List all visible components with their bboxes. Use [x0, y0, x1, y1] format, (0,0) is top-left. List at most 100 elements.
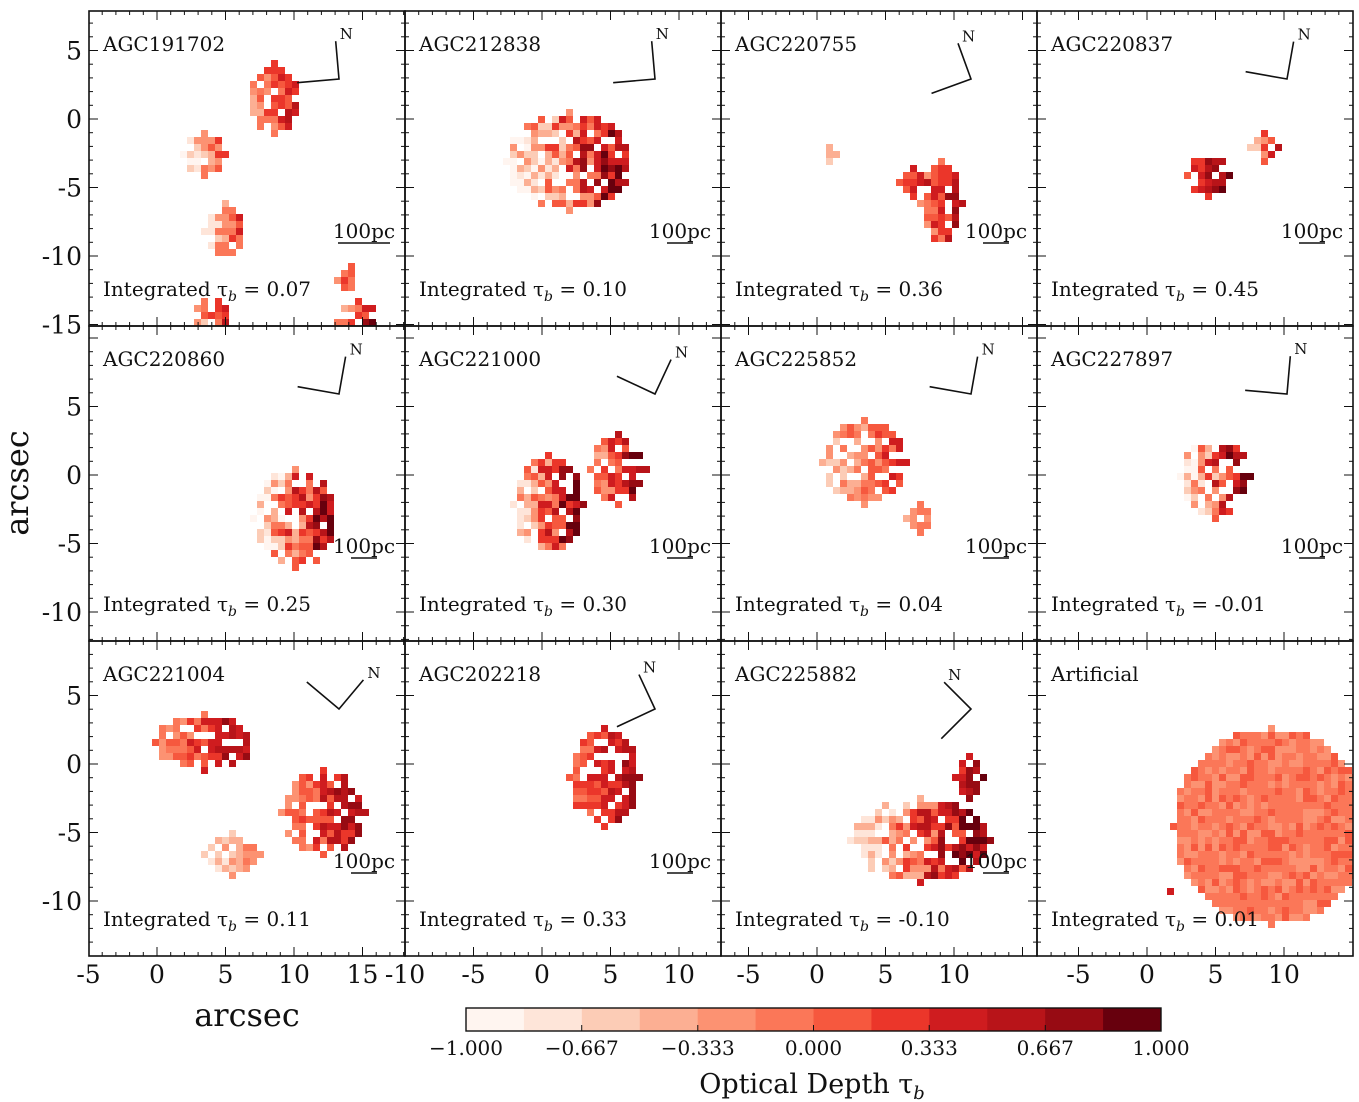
pixel: [566, 144, 573, 151]
pixel: [285, 536, 292, 543]
pixel: [875, 816, 882, 823]
pixel: [327, 494, 334, 501]
pixel: [559, 151, 566, 158]
pixel: [1212, 480, 1219, 487]
pixel: [1233, 753, 1240, 760]
pixel: [629, 788, 636, 795]
pixel: [1261, 865, 1268, 872]
pixel: [299, 823, 306, 830]
pixel: [1198, 823, 1205, 830]
pixel: [1303, 732, 1310, 739]
pixel: [1184, 872, 1191, 879]
pixel: [510, 501, 517, 508]
pixel: [1254, 760, 1261, 767]
pixel: [601, 725, 608, 732]
pixel: [580, 739, 587, 746]
pixel: [1233, 837, 1240, 844]
pixel: [552, 459, 559, 466]
pixel: [173, 732, 180, 739]
pixel: [917, 172, 924, 179]
pixel: [945, 823, 952, 830]
compass-icon: N: [297, 25, 353, 84]
pixel: [1261, 844, 1268, 851]
pixel: [292, 109, 299, 116]
pixel: [889, 816, 896, 823]
svg-text:N: N: [1298, 26, 1311, 44]
pixel: [1310, 781, 1317, 788]
pixel: [559, 158, 566, 165]
pixel: [1212, 753, 1219, 760]
pixel: [966, 865, 973, 872]
panel-ticks: [721, 641, 1037, 956]
pixel: [306, 795, 313, 802]
pixel: [910, 522, 917, 529]
pixel: [306, 529, 313, 536]
pixel: [1310, 802, 1317, 809]
pixel: [271, 543, 278, 550]
pixel: [966, 844, 973, 851]
pixel: [1184, 830, 1191, 837]
pixel: [215, 312, 222, 319]
pixel: [320, 823, 327, 830]
pixel: [917, 851, 924, 858]
pixel: [531, 508, 538, 515]
pixel: [1219, 508, 1226, 515]
pixel: [615, 480, 622, 487]
pixel: [1303, 739, 1310, 746]
pixel: [917, 872, 924, 879]
pixel: [1184, 837, 1191, 844]
pixel: [917, 809, 924, 816]
pixel: [292, 543, 299, 550]
pixel: [341, 781, 348, 788]
colorbar-tick-label: 0.000: [785, 1036, 842, 1060]
pixel: [1247, 914, 1254, 921]
colorbar-tick-label: −1.000: [429, 1036, 503, 1060]
pixel: [959, 767, 966, 774]
pixel: [959, 858, 966, 865]
pixel: [861, 844, 868, 851]
pixel: [847, 837, 854, 844]
pixel: [208, 718, 215, 725]
pixel: [355, 312, 362, 319]
pixel: [854, 452, 861, 459]
pixel: [889, 487, 896, 494]
svg-text:N: N: [656, 25, 669, 43]
scale-bar: 100pc: [333, 219, 395, 244]
pixel: [615, 165, 622, 172]
pixel: [1303, 851, 1310, 858]
pixel: [931, 872, 938, 879]
pixel: [215, 151, 222, 158]
pixel: [264, 88, 271, 95]
pixel: [257, 851, 264, 858]
pixel: [1261, 858, 1268, 865]
pixel: [201, 725, 208, 732]
pixel: [1219, 851, 1226, 858]
pixel: [201, 130, 208, 137]
pixel: [1247, 795, 1254, 802]
pixel: [1198, 508, 1205, 515]
pixel: [622, 767, 629, 774]
pixel: [594, 193, 601, 200]
pixel: [1205, 795, 1212, 802]
pixel: [973, 851, 980, 858]
pixel: [187, 158, 194, 165]
pixel: [580, 144, 587, 151]
panel-name: Artificial: [1050, 662, 1139, 686]
pixel: [573, 200, 580, 207]
pixel: [938, 214, 945, 221]
pixel: [1205, 158, 1212, 165]
pixel: [510, 144, 517, 151]
x-tick-label: 15: [347, 960, 379, 989]
pixel: [1310, 879, 1317, 886]
pixel: [341, 305, 348, 312]
pixel: [1282, 865, 1289, 872]
pixel: [1345, 851, 1352, 858]
pixel: [959, 844, 966, 851]
pixel: [1212, 879, 1219, 886]
pixel: [1324, 900, 1331, 907]
pixel: [271, 116, 278, 123]
pixel: [524, 473, 531, 480]
pixel: [1338, 858, 1345, 865]
pixel: [1170, 823, 1177, 830]
pixel: [622, 452, 629, 459]
